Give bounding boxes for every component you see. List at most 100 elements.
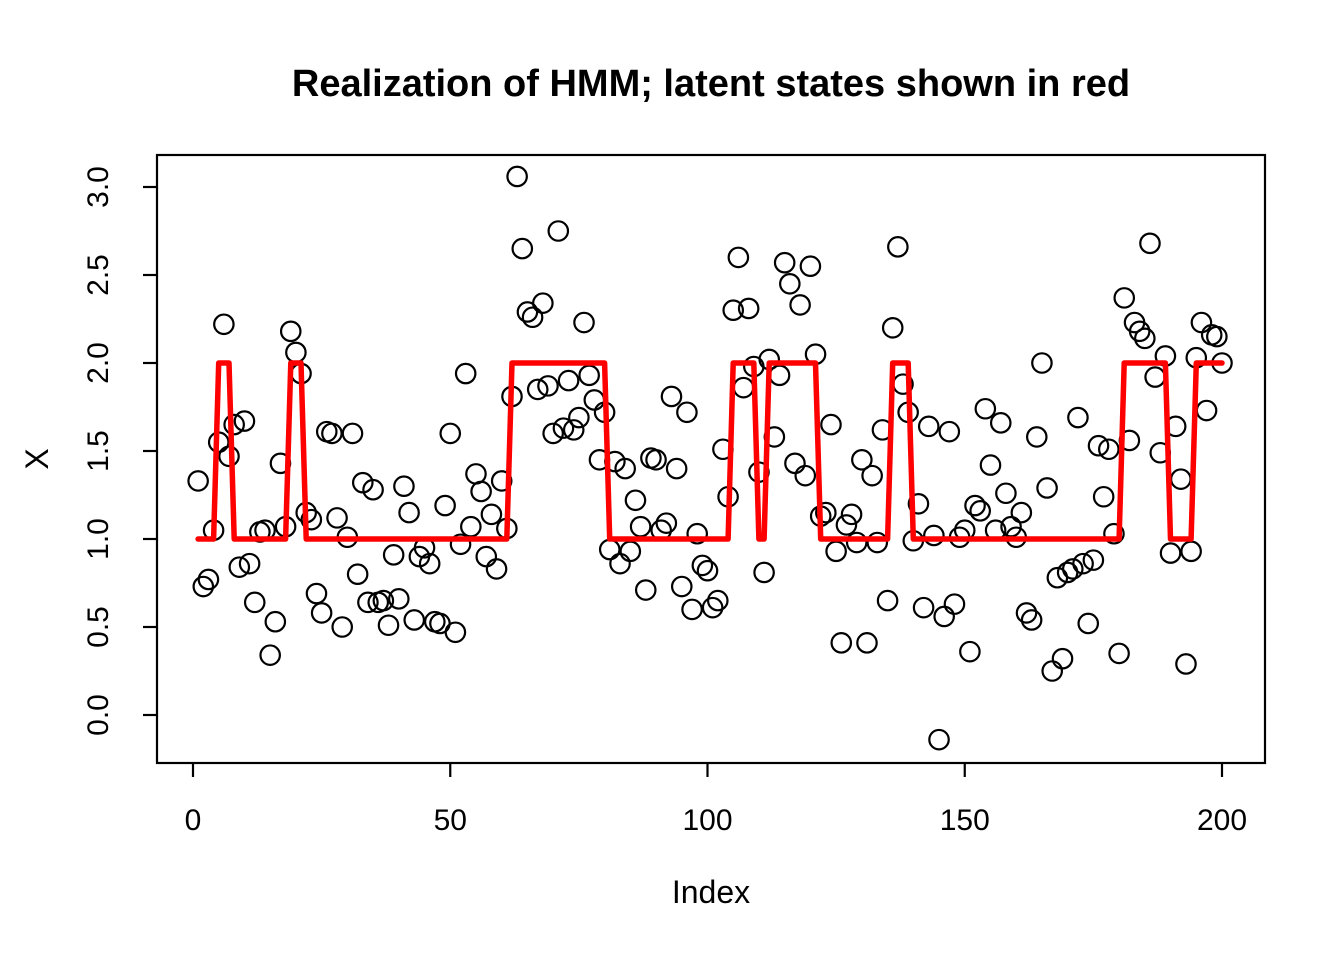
data-point — [1144, 366, 1166, 388]
x-tick-label: 0 — [185, 804, 202, 837]
data-point — [830, 632, 853, 654]
data-point — [526, 378, 549, 401]
data-point — [1067, 406, 1089, 429]
data-point — [938, 420, 961, 443]
data-point — [1015, 602, 1038, 624]
data-point — [1051, 647, 1074, 670]
data-point — [835, 514, 858, 536]
data-point — [506, 165, 528, 188]
data-point — [578, 364, 600, 387]
data-point — [794, 464, 817, 487]
y-tick-label: 2.0 — [82, 342, 115, 384]
data-point — [454, 362, 477, 385]
data-point — [989, 412, 1012, 434]
data-point — [722, 299, 745, 321]
data-point — [1103, 522, 1125, 545]
data-point — [974, 397, 997, 420]
data-point — [773, 251, 796, 274]
data-point — [583, 389, 606, 411]
data-point — [1061, 558, 1084, 580]
data-point — [223, 413, 245, 436]
data-point — [1190, 311, 1213, 334]
data-point — [825, 540, 847, 563]
data-point — [305, 582, 328, 605]
data-point — [1180, 540, 1202, 563]
data-point — [480, 503, 503, 526]
data-point — [1077, 612, 1100, 635]
data-point — [1098, 438, 1120, 461]
data-point — [470, 480, 492, 503]
data-point — [213, 313, 235, 336]
data-point — [485, 558, 508, 580]
data-point — [959, 640, 981, 663]
data-point — [449, 533, 472, 556]
data-point — [1087, 434, 1110, 457]
data-point — [192, 575, 215, 598]
data-point — [1082, 549, 1105, 571]
data-point — [1010, 501, 1033, 524]
data-point — [1134, 327, 1156, 350]
data-point — [259, 644, 281, 666]
data-point — [696, 559, 719, 582]
data-point — [691, 554, 714, 577]
data-point — [768, 364, 791, 387]
data-point — [789, 294, 811, 316]
data-point — [403, 609, 426, 631]
data-point — [660, 385, 683, 408]
data-point — [1159, 542, 1182, 564]
y-tick-label: 2.5 — [82, 254, 115, 296]
data-point — [300, 508, 323, 531]
data-point — [568, 406, 590, 429]
data-point — [629, 515, 652, 538]
data-point — [1025, 426, 1048, 448]
data-point — [238, 552, 261, 575]
data-point — [321, 422, 343, 445]
data-point — [1170, 468, 1192, 490]
data-point — [372, 589, 395, 612]
data-point — [264, 610, 287, 633]
data-point — [845, 531, 868, 554]
data-point — [676, 401, 698, 424]
data-point — [341, 422, 364, 445]
data-point — [979, 454, 1002, 476]
data-point — [310, 602, 333, 624]
y-tick-label: 1.5 — [82, 430, 115, 472]
data-point — [799, 255, 822, 277]
data-point — [1128, 320, 1151, 343]
data-point — [706, 589, 729, 612]
data-point — [326, 507, 348, 529]
data-point — [444, 621, 467, 644]
data-point — [1108, 642, 1130, 665]
y-tick-label: 3.0 — [82, 166, 115, 208]
data-point — [995, 482, 1017, 505]
data-point — [475, 545, 498, 568]
data-point — [1031, 352, 1053, 374]
data-point — [624, 489, 647, 512]
data-point — [727, 246, 750, 269]
data-point — [1041, 660, 1064, 682]
data-point — [197, 568, 220, 591]
data-point — [686, 522, 709, 545]
x-tick-label: 50 — [434, 804, 467, 837]
chart-title: Realization of HMM; latent states shown … — [292, 63, 1130, 105]
data-point — [861, 464, 883, 487]
data-point — [362, 478, 384, 501]
data-point — [331, 616, 354, 638]
data-point — [1036, 477, 1058, 499]
data-point — [856, 632, 878, 654]
data-point — [840, 503, 863, 526]
data-point — [233, 410, 256, 432]
data-point — [665, 457, 688, 480]
data-point — [1072, 552, 1094, 575]
x-tick-label: 200 — [1197, 804, 1247, 837]
data-point — [732, 376, 755, 399]
data-point — [418, 552, 441, 575]
data-point — [851, 448, 873, 471]
data-point — [1113, 287, 1136, 309]
data-point — [737, 297, 760, 320]
data-point — [964, 494, 986, 517]
data-point — [228, 556, 251, 578]
x-tick-label: 150 — [940, 804, 990, 837]
data-point — [377, 614, 400, 637]
